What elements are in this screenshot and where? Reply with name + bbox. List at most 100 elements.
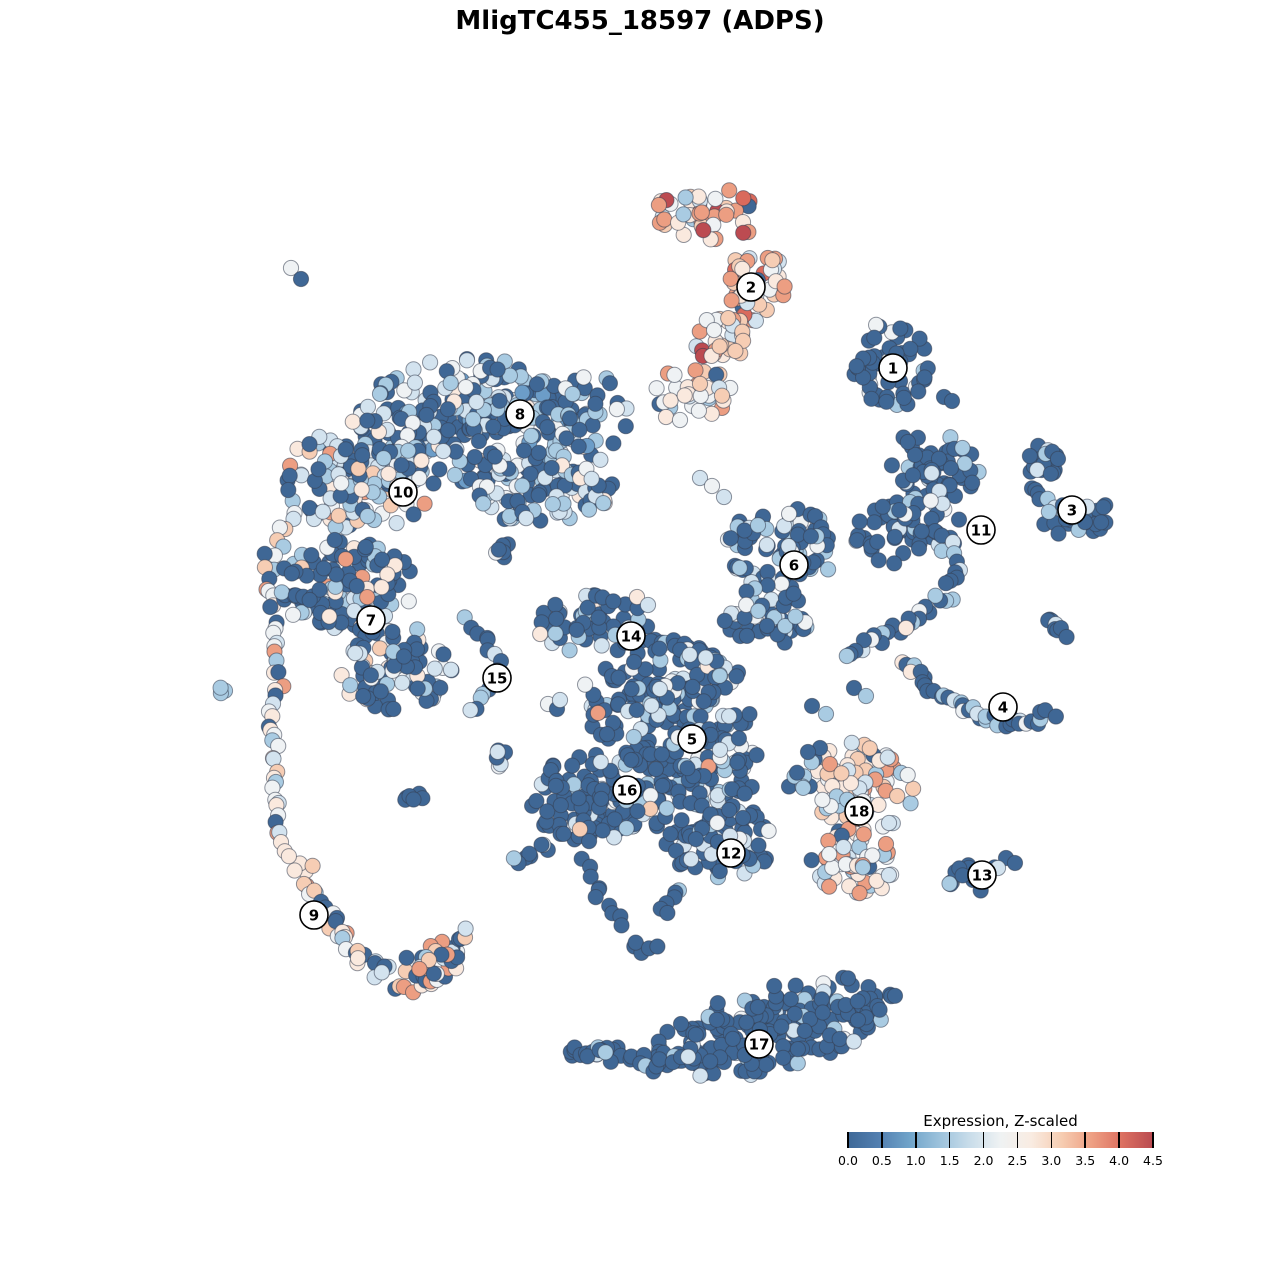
data-point bbox=[432, 679, 449, 696]
data-point bbox=[787, 608, 804, 625]
data-point bbox=[848, 358, 865, 375]
cluster-label-13: 13 bbox=[967, 860, 997, 890]
data-point bbox=[821, 846, 838, 863]
data-point bbox=[348, 578, 365, 595]
data-point bbox=[796, 1022, 813, 1040]
data-point bbox=[373, 551, 391, 568]
data-point bbox=[690, 402, 708, 419]
data-point bbox=[514, 477, 531, 494]
data-point bbox=[675, 206, 692, 223]
colorbar-tick-label: 1.5 bbox=[939, 1153, 960, 1168]
data-point bbox=[539, 419, 556, 436]
data-point bbox=[922, 492, 939, 509]
data-point bbox=[950, 511, 968, 528]
data-point bbox=[442, 374, 459, 392]
data-point bbox=[1050, 525, 1067, 542]
data-point bbox=[851, 885, 868, 902]
data-point bbox=[897, 619, 915, 637]
data-point bbox=[927, 587, 944, 604]
data-point bbox=[337, 441, 354, 458]
cluster-label-badge bbox=[299, 900, 329, 930]
data-point bbox=[435, 443, 452, 460]
data-point bbox=[758, 536, 776, 554]
data-point bbox=[521, 845, 538, 862]
data-point bbox=[439, 401, 456, 418]
colorbar-tick bbox=[1084, 1132, 1086, 1148]
data-point bbox=[337, 551, 354, 568]
data-point bbox=[724, 1030, 741, 1048]
data-point bbox=[786, 1005, 803, 1022]
figure-title: MligTC455_18597 (ADPS) bbox=[455, 6, 825, 36]
data-point bbox=[457, 379, 474, 396]
cluster-label-badge bbox=[616, 621, 646, 651]
data-point bbox=[413, 452, 430, 469]
data-point bbox=[695, 693, 712, 710]
colorbar-gradient bbox=[848, 1132, 1153, 1148]
cluster-label-badge bbox=[744, 1029, 774, 1059]
data-point bbox=[475, 495, 492, 512]
data-point bbox=[735, 224, 752, 241]
data-point bbox=[803, 697, 821, 715]
colorbar-tick-label: 0.5 bbox=[871, 1153, 892, 1168]
data-point bbox=[842, 775, 860, 792]
data-point bbox=[292, 270, 310, 288]
data-point bbox=[442, 661, 460, 678]
cluster-label-number: 6 bbox=[789, 557, 799, 575]
data-point bbox=[491, 392, 508, 409]
data-point bbox=[687, 362, 704, 379]
data-point bbox=[721, 708, 738, 725]
data-point bbox=[373, 579, 390, 596]
data-point bbox=[1042, 465, 1059, 482]
data-point bbox=[671, 411, 689, 429]
data-point bbox=[649, 938, 666, 955]
data-point bbox=[446, 466, 463, 484]
cluster-label-badge bbox=[966, 515, 996, 545]
data-point bbox=[891, 502, 908, 519]
data-point bbox=[561, 410, 579, 427]
data-point bbox=[789, 1041, 807, 1058]
data-point bbox=[886, 987, 904, 1004]
data-point bbox=[528, 376, 546, 393]
cluster-label-number: 7 bbox=[366, 612, 376, 630]
data-point bbox=[937, 575, 955, 592]
colorbar-tick-label: 1.0 bbox=[905, 1153, 926, 1168]
data-point bbox=[651, 680, 668, 698]
data-point bbox=[304, 857, 321, 874]
data-point bbox=[593, 790, 610, 807]
data-point bbox=[485, 418, 502, 435]
data-point bbox=[606, 811, 623, 828]
data-point bbox=[301, 499, 318, 517]
data-point bbox=[486, 448, 503, 465]
data-point bbox=[580, 501, 598, 518]
data-point bbox=[409, 680, 426, 697]
data-point bbox=[582, 868, 599, 885]
colorbar-tick bbox=[982, 1132, 985, 1148]
data-point bbox=[718, 206, 735, 223]
data-point bbox=[650, 196, 668, 214]
data-point bbox=[923, 465, 940, 482]
data-point bbox=[558, 430, 575, 447]
colorbar-tick-label: 3.5 bbox=[1075, 1153, 1096, 1168]
data-point bbox=[587, 395, 604, 412]
data-point bbox=[695, 222, 712, 239]
colorbar-tick bbox=[1118, 1132, 1120, 1148]
data-point bbox=[814, 791, 831, 809]
data-point bbox=[561, 642, 578, 659]
data-point bbox=[301, 591, 318, 609]
data-point bbox=[736, 785, 753, 802]
data-point bbox=[637, 661, 654, 678]
data-point bbox=[398, 949, 415, 966]
data-point bbox=[1040, 503, 1058, 520]
data-point bbox=[594, 822, 611, 839]
data-point bbox=[895, 545, 912, 562]
data-point bbox=[738, 1014, 755, 1031]
data-point bbox=[592, 753, 609, 771]
data-point bbox=[730, 730, 748, 747]
data-point bbox=[583, 470, 600, 487]
data-point bbox=[555, 825, 572, 843]
data-point bbox=[623, 681, 640, 698]
data-point bbox=[357, 538, 374, 556]
data-point bbox=[395, 648, 412, 665]
data-point bbox=[372, 683, 389, 700]
